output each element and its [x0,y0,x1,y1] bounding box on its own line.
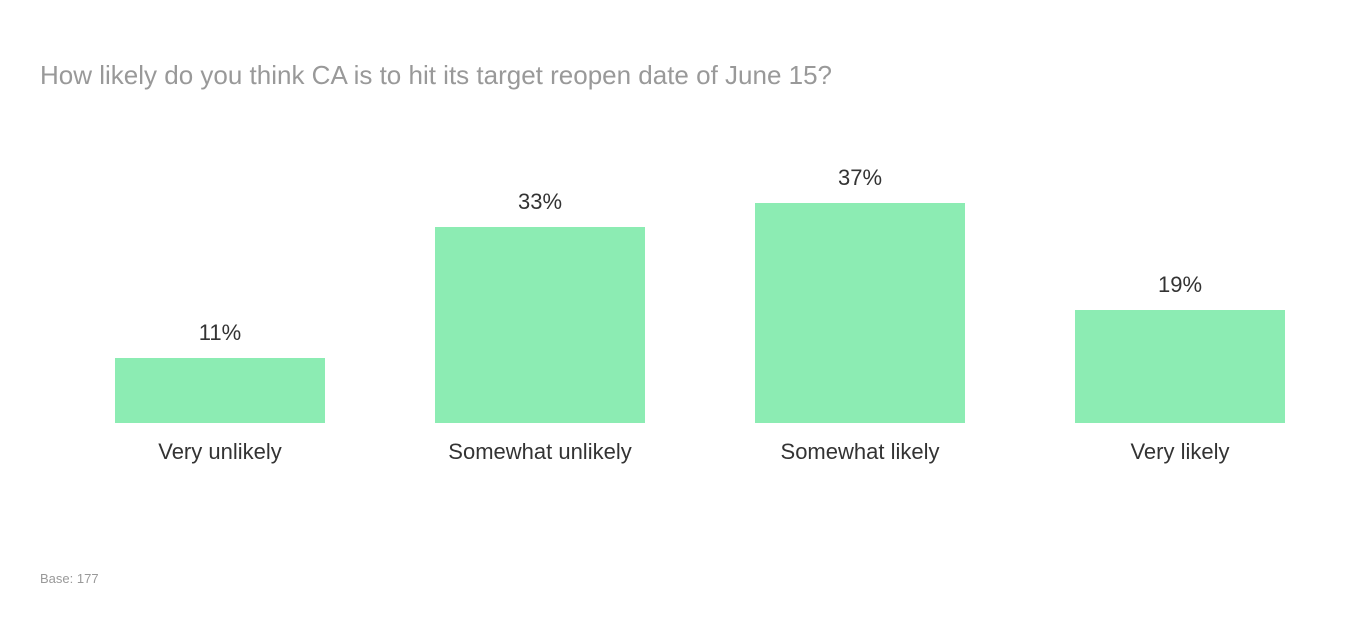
bar-category-label: Somewhat likely [781,439,940,465]
bar-value-label: 19% [1158,272,1202,298]
bar-category-label: Very likely [1130,439,1229,465]
bar-group: 33% Somewhat unlikely [380,189,700,465]
bar [1075,310,1285,423]
bar [435,227,645,423]
bar-category-label: Somewhat unlikely [448,439,631,465]
bar-value-label: 37% [838,165,882,191]
bar-chart: 11% Very unlikely 33% Somewhat unlikely … [60,145,1340,465]
bar-value-label: 33% [518,189,562,215]
bar-category-label: Very unlikely [158,439,282,465]
chart-footnote: Base: 177 [40,571,99,586]
bar [755,203,965,423]
bar-group: 19% Very likely [1020,272,1340,465]
bar-group: 37% Somewhat likely [700,165,1020,465]
bar-group: 11% Very unlikely [60,320,380,465]
bar-value-label: 11% [199,320,241,346]
chart-title: How likely do you think CA is to hit its… [40,60,832,91]
bar [115,358,325,423]
